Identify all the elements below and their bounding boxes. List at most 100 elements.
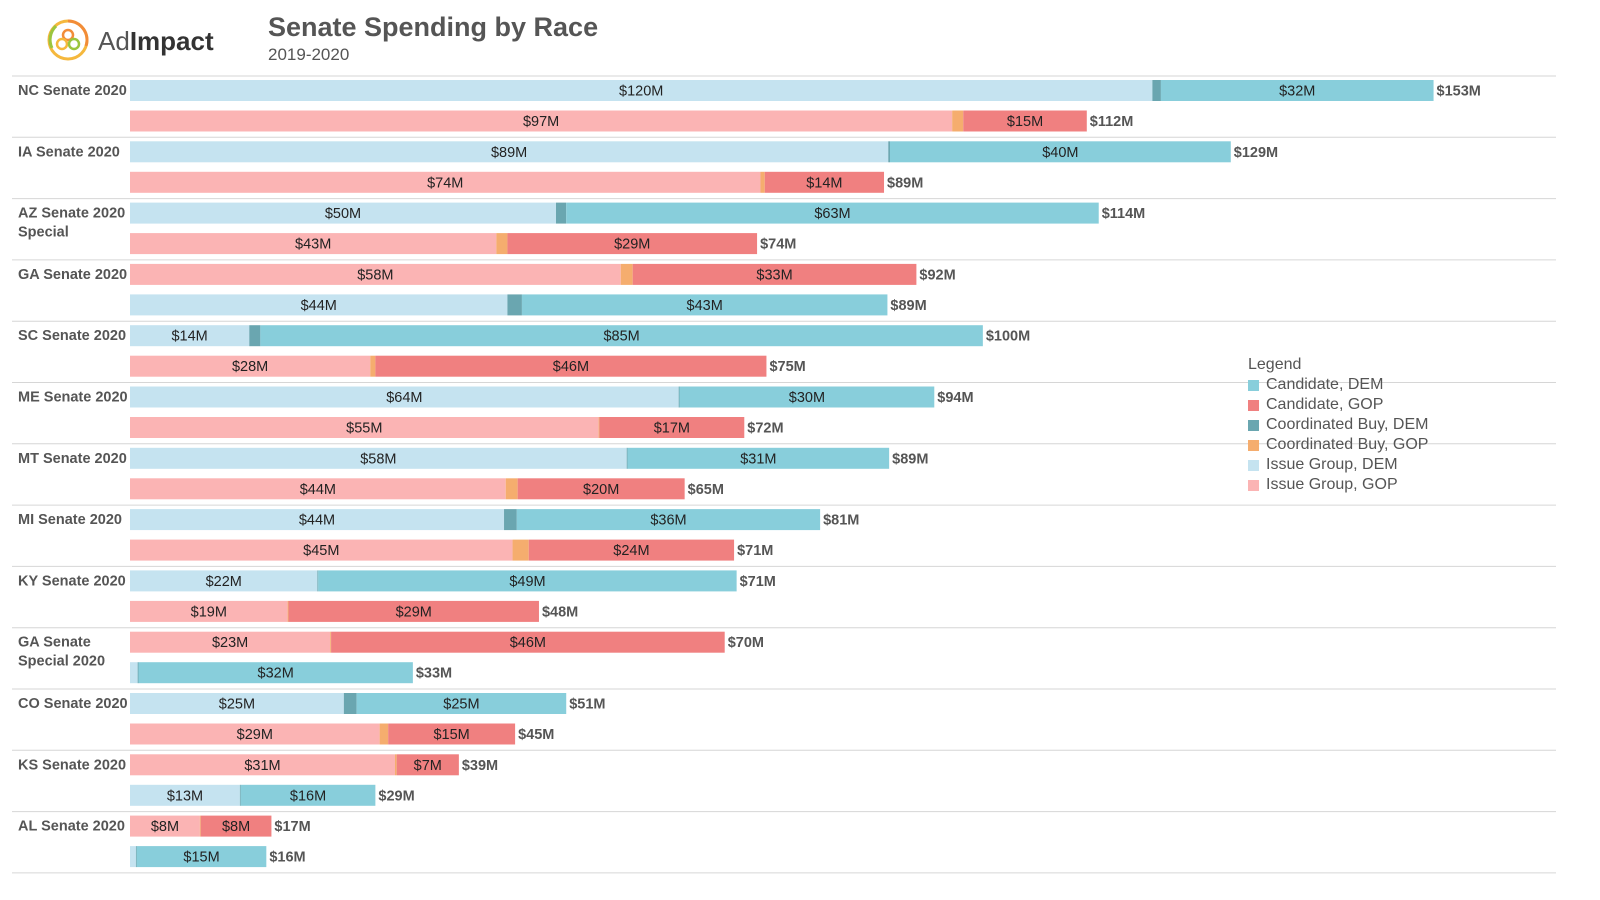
- segment-value-label: $28M: [232, 359, 268, 375]
- chart-subtitle: 2019-2020: [268, 45, 350, 64]
- bar-segment-cand-dem: [260, 325, 983, 347]
- bar-segment-cand-dem: [1160, 80, 1434, 101]
- bar-total-label: $72M: [747, 421, 783, 437]
- legend-label: Candidate, DEM: [1266, 376, 1384, 393]
- segment-value-label: $49M: [509, 574, 545, 590]
- bar-segment-issue-gop: [130, 754, 395, 776]
- bar-segment-issue-dem: [130, 80, 1153, 101]
- legend-label: Coordinated Buy, GOP: [1266, 436, 1429, 453]
- legend-label: Candidate, GOP: [1266, 396, 1384, 413]
- segment-value-label: $58M: [360, 451, 396, 467]
- bar-segment-coord-dem: [626, 447, 628, 469]
- bar-segment-coord-dem: [343, 693, 357, 714]
- race-label-line: NC Senate 2020: [18, 83, 127, 99]
- legend-item-issue-dem: Issue Group, DEM: [1248, 455, 1428, 475]
- bar-segment-issue-gop: [130, 539, 513, 561]
- segment-value-label: $50M: [325, 206, 361, 222]
- bar-segment-coord-gop: [287, 600, 289, 622]
- race-label: MI Senate 2020: [18, 512, 122, 528]
- bar-segment-cand-dem: [318, 570, 737, 592]
- segment-value-label: $29M: [614, 237, 650, 253]
- race-label-line: MT Senate 2020: [18, 451, 127, 467]
- bar-segment-coord-gop: [379, 723, 389, 745]
- segment-value-label: $17M: [654, 421, 690, 437]
- race-label: GA Senate Special 2020: [18, 635, 105, 670]
- bar-segment-cand-dem: [516, 509, 821, 531]
- bar-segment-issue-dem: [130, 141, 889, 163]
- race-label: AL Senate 2020: [18, 819, 125, 835]
- bar-segment-issue-dem: [130, 325, 250, 347]
- bar-segment-coord-gop: [952, 110, 964, 132]
- bar-segment-coord-dem: [135, 846, 137, 868]
- bar-segment-cand-gop: [507, 233, 758, 255]
- race-label-line: SC Senate 2020: [18, 328, 126, 344]
- legend-title: Legend: [1248, 356, 1302, 373]
- bar-segment-issue-gop: [130, 631, 331, 653]
- segment-value-label: $44M: [300, 482, 336, 498]
- bar-total-label: $81M: [823, 513, 859, 529]
- segment-value-label: $89M: [491, 145, 527, 161]
- logo-wordmark: AdImpact: [98, 26, 214, 57]
- segment-value-label: $19M: [191, 604, 227, 620]
- bar-segment-cand-dem: [566, 202, 1099, 224]
- segment-value-label: $32M: [258, 666, 294, 682]
- bar-segment-coord-dem: [1152, 80, 1161, 101]
- segment-value-label: $14M: [806, 175, 842, 191]
- bar-segment-coord-dem: [137, 662, 139, 684]
- race-label: IA Senate 2020: [18, 144, 120, 160]
- bar-segment-cand-dem: [679, 386, 935, 408]
- race-label-line: GA Senate: [18, 635, 91, 651]
- legend-swatch: [1248, 479, 1259, 491]
- bar-segment-issue-gop: [130, 478, 506, 500]
- segment-value-label: $44M: [299, 513, 335, 529]
- race-label-line: ME Senate 2020: [18, 390, 128, 406]
- bar-segment-coord-gop: [394, 754, 397, 776]
- segment-value-label: $7M: [414, 758, 442, 774]
- race-label: CO Senate 2020: [18, 696, 128, 712]
- bar-segment-coord-dem: [239, 784, 241, 806]
- bar-segment-cand-gop: [632, 263, 917, 285]
- bar-total-label: $33M: [416, 666, 452, 682]
- bar-total-label: $153M: [1437, 84, 1481, 100]
- segment-value-label: $15M: [433, 727, 469, 743]
- race-label-line: Special 2020: [18, 654, 105, 670]
- segment-value-label: $97M: [523, 114, 559, 130]
- segment-value-label: $8M: [151, 819, 179, 835]
- bar-total-label: $89M: [892, 451, 928, 467]
- bar-segment-cand-gop: [396, 754, 459, 776]
- segment-value-label: $85M: [603, 329, 639, 345]
- segment-value-label: $46M: [553, 359, 589, 375]
- bar-total-label: $112M: [1090, 114, 1134, 130]
- bar-segment-issue-dem: [130, 846, 136, 868]
- bar-segment-issue-dem: [130, 386, 679, 408]
- bar-total-label: $92M: [919, 267, 955, 283]
- bar-segment-coord-gop: [620, 263, 633, 285]
- segment-value-label: $46M: [510, 635, 546, 651]
- legend-swatch: [1248, 439, 1259, 451]
- bar-segment-cand-dem: [138, 662, 413, 684]
- segment-value-label: $43M: [295, 237, 331, 253]
- bar-segment-coord-dem: [888, 141, 890, 163]
- bar-total-label: $45M: [518, 727, 554, 743]
- segment-value-label: $8M: [222, 819, 250, 835]
- bar-segment-issue-gop: [130, 110, 953, 132]
- bar-segment-issue-gop: [130, 355, 371, 377]
- race-label-line: KY Senate 2020: [18, 573, 126, 589]
- segment-value-label: $55M: [346, 421, 382, 437]
- race-label: AZ Senate 2020 Special: [18, 206, 125, 241]
- legend-swatch: [1248, 459, 1259, 471]
- bar-total-label: $89M: [890, 298, 926, 314]
- bar-total-label: $17M: [274, 819, 310, 835]
- race-label: ME Senate 2020: [18, 390, 128, 406]
- bar-segment-cand-gop: [764, 171, 885, 193]
- bar-segment-coord-dem: [317, 570, 319, 592]
- bar-total-label: $74M: [760, 237, 796, 253]
- legend-item-issue-gop: Issue Group, GOP: [1248, 475, 1428, 495]
- race-label-line: CO Senate 2020: [18, 696, 128, 712]
- bar-segment-issue-gop: [130, 815, 200, 837]
- bar-total-label: $89M: [887, 175, 923, 191]
- bar-segment-issue-gop: [130, 417, 599, 438]
- legend-label: Coordinated Buy, DEM: [1266, 416, 1429, 433]
- race-label: KS Senate 2020: [18, 757, 126, 773]
- bar-segment-cand-dem: [521, 294, 888, 316]
